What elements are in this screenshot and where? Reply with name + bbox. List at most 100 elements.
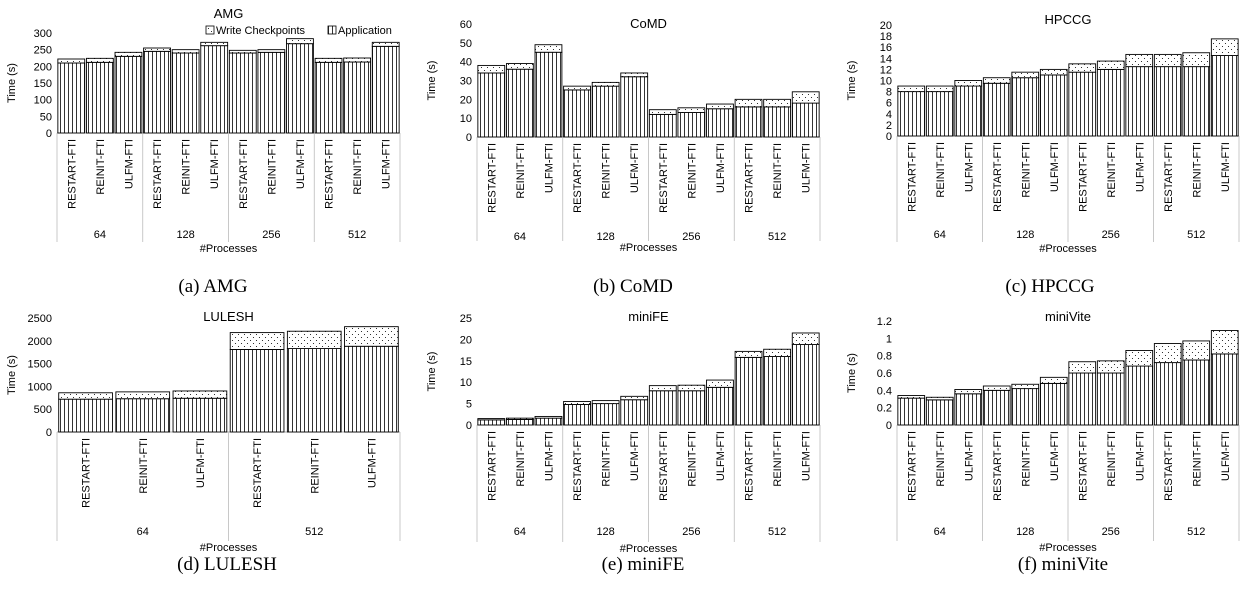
x-tick-label: ULFM-FTI (801, 143, 813, 193)
bar-write-checkpoints (791, 332, 820, 345)
y-tick-label: 1 (886, 333, 892, 345)
bar-application (172, 397, 228, 433)
y-tick-label: 300 (34, 28, 52, 40)
bar-application (1096, 372, 1125, 426)
chart-title: LULESH (203, 309, 254, 324)
chart-title: CoMD (630, 16, 667, 31)
y-tick-label: 0.6 (877, 368, 892, 380)
x-tick-label: RESTART-FTI (238, 139, 250, 209)
bar-write-checkpoints (172, 390, 228, 399)
x-tick-label: ULFM-FTI (1134, 142, 1146, 192)
group-label: 128 (596, 526, 614, 538)
bar-application (925, 399, 954, 426)
chart-LULESH: 0 500 1000 1500 2000 2500 Time (s) LULESH (d) LU… (6, 309, 401, 575)
bar-write-checkpoints (897, 395, 926, 399)
bar-application (1125, 365, 1154, 426)
bar-write-checkpoints (620, 72, 649, 78)
bar-write-checkpoints (706, 103, 734, 110)
bar-write-checkpoints (286, 38, 314, 45)
bar-write-checkpoints (343, 57, 372, 63)
group-label: 512 (1187, 229, 1205, 241)
chart-title: AMG (214, 6, 244, 21)
y-tick-label: 4 (886, 109, 892, 121)
bar-application (229, 349, 285, 433)
bar-write-checkpoints (58, 392, 113, 400)
y-axis-label: Time (s) (426, 352, 438, 392)
x-tick-label: RESTART-FTI (486, 431, 498, 501)
x-tick-label: RESTART-FTI (992, 431, 1004, 501)
y-tick-label: 100 (34, 95, 52, 107)
bar-write-checkpoints (371, 41, 400, 47)
bar-write-checkpoints (734, 98, 763, 108)
bar-application (620, 399, 649, 426)
y-tick-label: 1.2 (877, 316, 892, 328)
bar-write-checkpoints (1153, 53, 1182, 68)
bar-application (897, 91, 926, 137)
bar-write-checkpoints (228, 49, 257, 54)
x-axis-label: #Processes (1039, 243, 1097, 255)
group-label: 256 (682, 231, 700, 243)
y-axis-label: Time (s) (426, 61, 438, 101)
bar-application (477, 72, 506, 138)
x-tick-label: REINIT-FTI (138, 438, 150, 494)
x-tick-label: REINIT-FTI (1020, 431, 1032, 487)
bar-application (58, 398, 113, 433)
x-tick-label: RESTART-FTI (324, 139, 336, 209)
y-axis-label: Time (s) (6, 355, 18, 395)
y-tick-label: 2500 (28, 313, 52, 325)
bar-application (257, 51, 286, 134)
bar-application (1210, 353, 1239, 426)
y-tick-label: 5 (466, 399, 472, 411)
y-tick-label: 8 (886, 87, 892, 99)
x-tick-label: ULFM-FTI (1134, 431, 1146, 481)
x-axis-label: #Processes (200, 243, 258, 255)
y-tick-label: 250 (34, 45, 52, 57)
bar-application (954, 85, 983, 137)
group-label: 64 (934, 229, 946, 241)
y-tick-label: 200 (34, 61, 52, 73)
bar-application (85, 61, 114, 134)
x-tick-label: ULFM-FTI (629, 143, 641, 193)
y-tick-label: 1000 (28, 381, 52, 393)
group-label: 128 (1016, 229, 1034, 241)
bar-application (1182, 359, 1211, 426)
y-axis-label: Time (s) (6, 63, 18, 103)
bar-application (1011, 388, 1040, 426)
bar-write-checkpoints (1039, 376, 1068, 384)
bar-write-checkpoints (1182, 52, 1211, 68)
y-tick-label: 20 (460, 94, 472, 106)
bar-application (344, 345, 399, 433)
y-tick-label: 18 (880, 31, 892, 43)
x-tick-label: RESTART-FTI (658, 143, 670, 213)
bar-application (1068, 71, 1097, 137)
x-tick-label: ULFM-FTI (963, 431, 975, 481)
y-axis-label: Time (s) (846, 353, 858, 393)
bar-application (982, 82, 1011, 137)
bar-application (706, 108, 734, 138)
y-tick-label: 10 (880, 76, 892, 88)
x-tick-label: REINIT-FTI (1106, 142, 1118, 198)
bar-application (371, 45, 400, 134)
x-tick-label: REINIT-FTI (935, 431, 947, 487)
group-label: 64 (514, 231, 526, 243)
y-tick-label: 16 (880, 42, 892, 54)
x-tick-label: REINIT-FTI (515, 431, 527, 487)
bar-application (897, 397, 926, 426)
bar-application (534, 51, 563, 138)
bar-write-checkpoints (1096, 360, 1125, 374)
group-label: 64 (94, 229, 106, 241)
x-tick-label: REINIT-FTI (772, 143, 784, 199)
bar-write-checkpoints (286, 330, 342, 350)
x-tick-label: REINIT-FTI (601, 431, 613, 487)
bar-application (1125, 66, 1154, 137)
bar-write-checkpoints (954, 80, 983, 87)
x-tick-label: RESTART-FTI (744, 143, 756, 213)
chart-miniFE: 0 5 10 15 20 25 Time (s) miniFE (e) miniFE RESTAR… (426, 309, 821, 575)
x-tick-label: ULFM-FTI (543, 431, 555, 481)
bar-write-checkpoints (897, 85, 926, 93)
x-tick-label: ULFM-FTI (1220, 431, 1232, 481)
bar-write-checkpoints (257, 49, 286, 53)
y-tick-label: 2000 (28, 336, 52, 348)
x-axis-label: #Processes (620, 242, 678, 254)
